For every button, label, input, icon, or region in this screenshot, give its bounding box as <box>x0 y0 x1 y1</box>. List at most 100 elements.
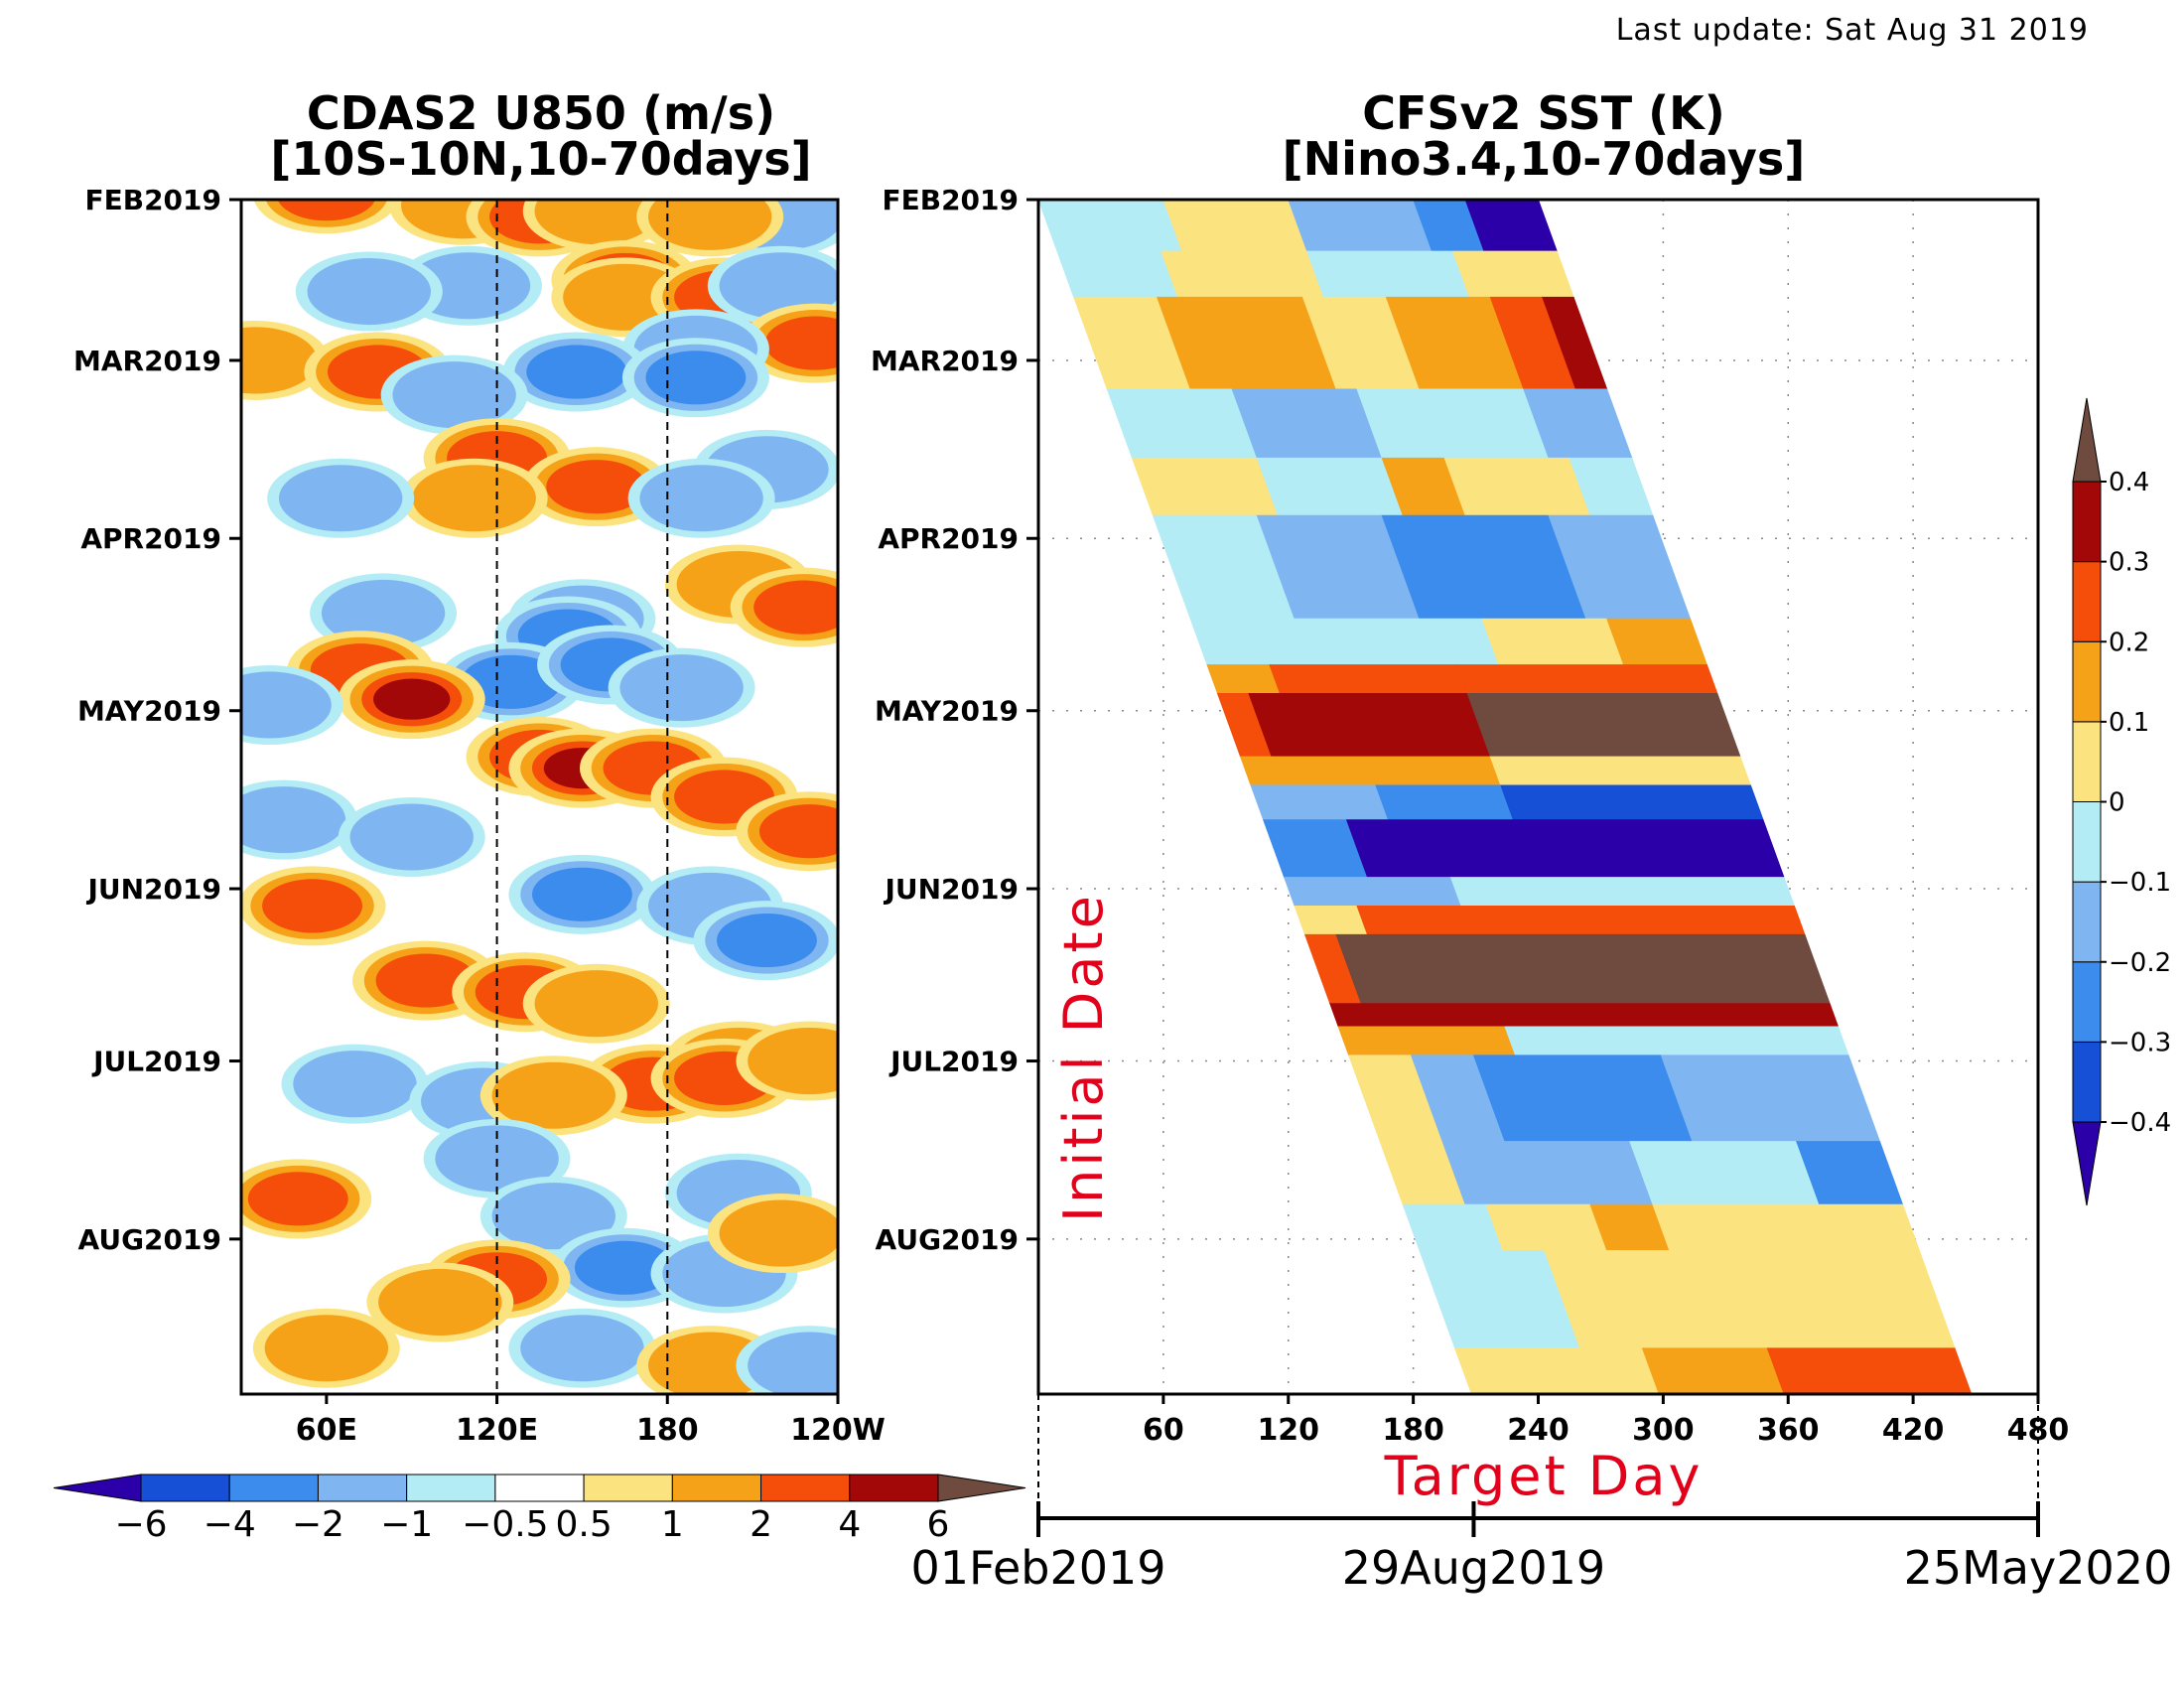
sst-band-segment <box>1356 388 1550 459</box>
sst-band-segment <box>1629 1141 1821 1205</box>
sst-panel: CFSv2 SST (K) [Nino3.4,10-70days] FEB201… <box>871 86 2172 1595</box>
u850-colorbar-label: 1 <box>661 1504 684 1545</box>
sst-x-tick-label: 180 <box>1382 1413 1444 1448</box>
u850-anomaly-blob <box>461 654 562 709</box>
u850-y-tick-label: JUL2019 <box>91 1046 221 1078</box>
u850-anomaly-blob <box>748 1028 838 1095</box>
u850-colorbar-swatch <box>849 1474 939 1502</box>
u850-y-tick-label: FEB2019 <box>84 184 221 216</box>
u850-anomaly-blob <box>373 678 451 720</box>
u850-anomaly-blob <box>758 804 838 859</box>
sst-title: CFSv2 SST (K) <box>1362 86 1725 140</box>
sst-band-segment <box>1038 200 1183 252</box>
u850-anomaly-blob <box>764 316 838 370</box>
u850-colorbar-swatch <box>671 1474 762 1502</box>
sst-band-segment <box>1356 905 1806 935</box>
sst-band-segment <box>1106 388 1258 459</box>
u850-anomaly-blob <box>378 1268 502 1336</box>
sst-subtitle: [Nino3.4,10-70days] <box>1283 132 1806 186</box>
u850-anomaly-blob <box>645 351 747 405</box>
u850-anomaly-blob <box>748 1332 838 1394</box>
u850-colorbar-low-arrow <box>53 1474 142 1502</box>
u850-colorbar-label: 2 <box>750 1504 772 1545</box>
sst-x-tick-label: 240 <box>1507 1413 1570 1448</box>
sst-band-segment <box>1443 457 1591 516</box>
sst-band-segment <box>1375 784 1514 821</box>
sst-band-segment <box>1269 664 1468 694</box>
sst-band-segment <box>1485 1203 1608 1251</box>
sst-colorbar-label: −0.2 <box>2109 948 2171 978</box>
u850-anomaly-blob <box>321 579 446 646</box>
u850-anomaly-blob <box>307 257 432 326</box>
sst-colorbar-high-arrow <box>2072 397 2102 483</box>
u850-plot-frame <box>239 198 840 1396</box>
sst-colorbar-swatch <box>2072 721 2102 802</box>
u850-colorbar-label: 0.5 <box>555 1504 612 1545</box>
u850-subtitle: [10S-10N,10-70days] <box>270 132 811 186</box>
u850-colorbar-label: 6 <box>927 1504 950 1545</box>
sst-band-segment <box>1056 250 1179 298</box>
u850-y-tick-label: JUN2019 <box>85 873 221 906</box>
sst-colorbar-swatch <box>2072 961 2102 1043</box>
sst-band-segment <box>1189 618 1312 665</box>
last-update-label: Last update: Sat Aug 31 2019 <box>1616 13 2089 48</box>
sst-colorbar-label: 0 <box>2109 788 2125 818</box>
sst-band-segment <box>1239 756 1502 786</box>
u850-anomaly-blob <box>435 1125 559 1193</box>
sst-band-segment <box>1491 933 1831 1005</box>
sst-colorbar-swatch <box>2072 881 2102 963</box>
u850-anomaly-blob <box>491 1183 616 1250</box>
sst-band-segment <box>1335 933 1519 1005</box>
sst-band-segment <box>1456 664 1718 694</box>
sst-x-tick-label: 300 <box>1632 1413 1695 1448</box>
sst-band-segment <box>1489 756 1752 786</box>
u850-anomaly-blob <box>520 1315 644 1382</box>
sst-band-segment <box>1766 1347 1973 1394</box>
u850-anomaly-blob <box>531 867 632 921</box>
sst-band-segment <box>1641 1347 1785 1394</box>
sst-colorbar-swatch <box>2072 1041 2102 1123</box>
sst-x-tick-label: 420 <box>1882 1413 1945 1448</box>
u850-colorbar-swatch <box>140 1474 230 1502</box>
sst-band-segment <box>1294 905 1369 935</box>
sst-band-segment <box>1256 457 1404 516</box>
u850-y-axis: FEB2019 MAR2019 APR2019 MAY2019 JUN2019 JUL20… <box>73 184 241 1256</box>
date-axis-label: 01Feb2019 <box>910 1541 1165 1595</box>
u850-anomaly-blob <box>717 914 817 968</box>
sst-band-segment <box>1472 1055 1694 1142</box>
u850-anomaly-blob <box>241 786 346 854</box>
u850-colorbar-label: −1 <box>380 1504 433 1545</box>
u850-colorbar-swatch <box>494 1474 585 1502</box>
sst-field <box>1038 200 1973 1394</box>
sst-band-segment <box>1606 618 1708 665</box>
u850-title: CDAS2 U850 (m/s) <box>307 86 775 140</box>
sst-band-segment <box>1288 200 1433 252</box>
u850-anomaly-blob <box>719 1199 838 1267</box>
sst-band-segment <box>1652 1203 1796 1251</box>
sst-colorbar-label: −0.4 <box>2109 1108 2171 1138</box>
sst-x-tick-label: 360 <box>1757 1413 1820 1448</box>
u850-y-tick-label: MAY2019 <box>77 695 221 728</box>
initial-date-axis-title: Initial Date <box>1052 893 1115 1222</box>
u850-colorbar-swatch <box>228 1474 319 1502</box>
u850-anomaly-blob <box>546 460 647 514</box>
u850-anomaly-blob <box>648 200 772 250</box>
sst-band-segment <box>1248 692 1491 758</box>
sst-y-tick-label: JUL2019 <box>888 1046 1019 1078</box>
sst-y-tick-label: MAR2019 <box>871 345 1019 377</box>
u850-colorbar-label: −0.5 <box>462 1504 548 1545</box>
u850-anomaly-blob <box>534 970 658 1038</box>
sst-band-segment <box>1250 784 1390 821</box>
u850-anomaly-blob <box>563 263 687 331</box>
sst-band-segment <box>1449 877 1796 907</box>
u850-anomaly-blob <box>392 361 516 429</box>
u850-x-tick-label: 180 <box>636 1413 699 1448</box>
u850-colorbar-label: 4 <box>838 1504 861 1545</box>
u850-anomaly-blob <box>639 465 763 532</box>
u850-anomaly-blob <box>262 879 362 933</box>
sst-colorbar-label: 0.4 <box>2109 468 2149 497</box>
u850-panel: CDAS2 U850 (m/s) [10S-10N,10-70days] FEB… <box>73 86 886 1448</box>
sst-band-segment <box>1578 1003 1840 1028</box>
sst-colorbar: 0.4 0.3 0.2 0.1 0 −0.1 −0.2 −0.3 −0.4 <box>2072 397 2171 1206</box>
u850-colorbar-swatch <box>760 1474 851 1502</box>
